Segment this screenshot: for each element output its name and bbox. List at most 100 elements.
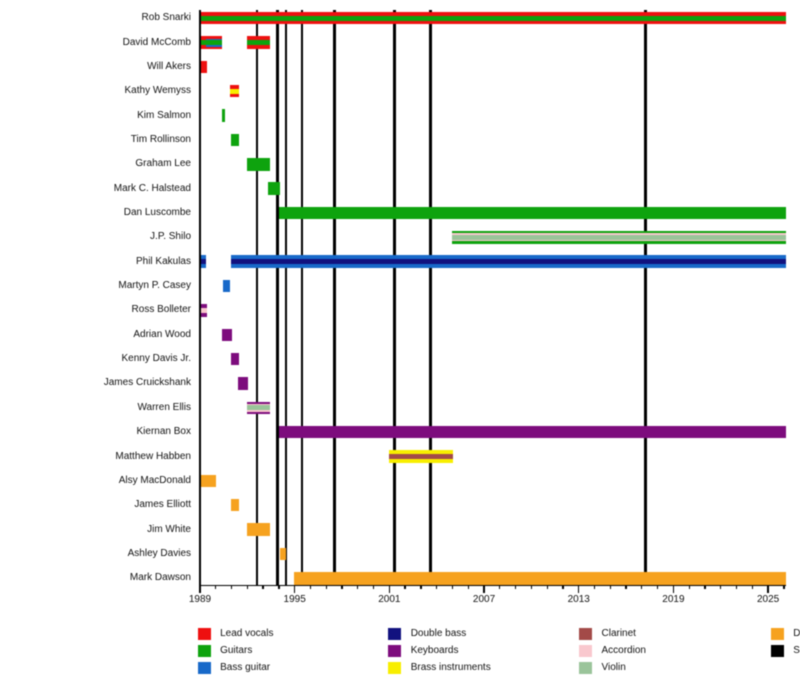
role-stripe-brass (388, 450, 454, 454)
role-stripe-lead-vocals (246, 36, 270, 40)
role-stripe-guitars (205, 39, 223, 46)
member-label: Mark C. Halstead (113, 182, 191, 194)
x-axis-minor-tick (420, 586, 422, 590)
legend-swatch-bass-guitar (197, 662, 211, 675)
member-label: Adrian Wood (133, 328, 191, 340)
legend-label-accordion: Accordion (601, 645, 646, 657)
member-bar-segment (451, 231, 786, 244)
member-label: Kathy Wemyss (124, 85, 192, 97)
x-axis-minor-tick (735, 586, 738, 590)
role-stripe-lead-vocals (205, 36, 223, 39)
legend-swatch-brass (388, 662, 402, 675)
legend-swatch-guitars (197, 645, 211, 658)
x-axis-minor-tick (262, 586, 264, 590)
x-axis-major-tick (483, 586, 485, 593)
role-stripe-keyboards (201, 304, 208, 308)
member-bar-segment (221, 328, 233, 341)
legend-label-lead-vocals: Lead vocals (220, 628, 274, 640)
x-axis-minor-tick (593, 586, 596, 590)
x-axis-minor-tick (656, 586, 659, 590)
album-line (393, 9, 396, 585)
album-line (255, 9, 259, 585)
role-stripe-guitars (451, 231, 786, 234)
role-stripe-drums (201, 474, 217, 488)
role-stripe-accordion (451, 233, 786, 235)
member-bar-segment (247, 158, 270, 171)
role-stripe-accordion (201, 307, 208, 313)
member-label: James Elliott (134, 499, 191, 511)
album-line (333, 9, 336, 585)
member-label: J.P. Shilo (150, 231, 191, 243)
legend-swatch-drums (770, 628, 784, 641)
role-stripe-bass-guitar (205, 38, 223, 40)
x-axis-minor-tick (562, 586, 564, 590)
role-stripe-lead-vocals (201, 20, 786, 25)
role-stripe-bass-guitar (230, 255, 786, 260)
role-stripe-bass-guitar (230, 264, 786, 268)
role-stripe-lead-vocals (201, 45, 206, 49)
role-stripe-guitars (201, 15, 786, 21)
member-label: Matthew Habben (115, 450, 191, 462)
member-bar-segment (237, 377, 248, 390)
member-bar-segment (230, 85, 239, 98)
member-label: David McComb (122, 36, 191, 48)
x-axis-tick-label: 1995 (283, 593, 306, 605)
y-axis-line (199, 9, 201, 587)
member-label: Ross Bolleter (131, 304, 191, 316)
role-stripe-lead-vocals (201, 60, 208, 74)
role-stripe-guitars (278, 206, 786, 220)
role-stripe-lead-vocals (230, 85, 239, 89)
album-line (429, 9, 432, 585)
x-axis-minor-tick (704, 586, 706, 590)
legend-label-keyboards: Keyboards (410, 645, 459, 657)
legend-swatch-accordion (579, 645, 592, 658)
legend-label-drums: D (793, 628, 800, 640)
role-stripe-lead-vocals (246, 45, 270, 49)
member-label: Kim Salmon (137, 109, 191, 121)
member-bar-segment (201, 60, 208, 74)
x-axis-major-tick (767, 586, 769, 593)
role-stripe-drums (246, 523, 271, 536)
role-stripe-accordion (246, 403, 271, 406)
member-label: Alsy MacDonald (118, 474, 191, 486)
member-bar-segment (268, 182, 280, 195)
member-bar-segment (246, 36, 270, 49)
member-bar-segment (201, 11, 786, 25)
member-label: Will Akers (147, 60, 191, 72)
x-axis-line (199, 585, 786, 587)
legend-swatch-keyboards (388, 645, 402, 658)
role-stripe-drums (230, 498, 239, 512)
legend-label-violin: Violin (601, 662, 626, 674)
member-label: Rob Snarki (141, 12, 191, 24)
role-stripe-violin (451, 234, 786, 240)
member-label: Dan Luscombe (123, 207, 191, 218)
legend-swatch-double-bass (388, 628, 402, 641)
member-bar-segment (246, 523, 271, 536)
x-axis-major-tick (578, 586, 580, 593)
x-axis-major-tick (388, 586, 390, 593)
member-label: Phil Kakulas (135, 255, 191, 267)
x-axis-minor-tick (688, 586, 690, 590)
role-stripe-bass-guitar (201, 255, 207, 260)
member-label: James Cruickshank (103, 377, 191, 389)
album-line (276, 9, 280, 585)
member-label: Ashley Davies (127, 547, 191, 559)
role-stripe-drums (279, 547, 286, 561)
x-axis-minor-tick (230, 586, 233, 590)
member-label: Warren Ellis (137, 401, 191, 413)
member-label: Martyn P. Casey (118, 280, 191, 292)
x-axis-minor-tick (751, 586, 753, 590)
x-axis-minor-tick (514, 586, 517, 590)
album-line (284, 9, 288, 585)
member-label: Mark Dawson (129, 572, 191, 584)
x-axis-minor-tick (357, 586, 359, 590)
member-bar-segment (230, 255, 786, 268)
role-stripe-double-bass (201, 259, 207, 265)
member-label: Tim Rollinson (130, 133, 191, 145)
album-line (644, 9, 647, 585)
member-label: Graham Lee (135, 158, 191, 170)
x-axis-minor-tick (783, 586, 785, 590)
x-axis-minor-tick (215, 586, 217, 590)
